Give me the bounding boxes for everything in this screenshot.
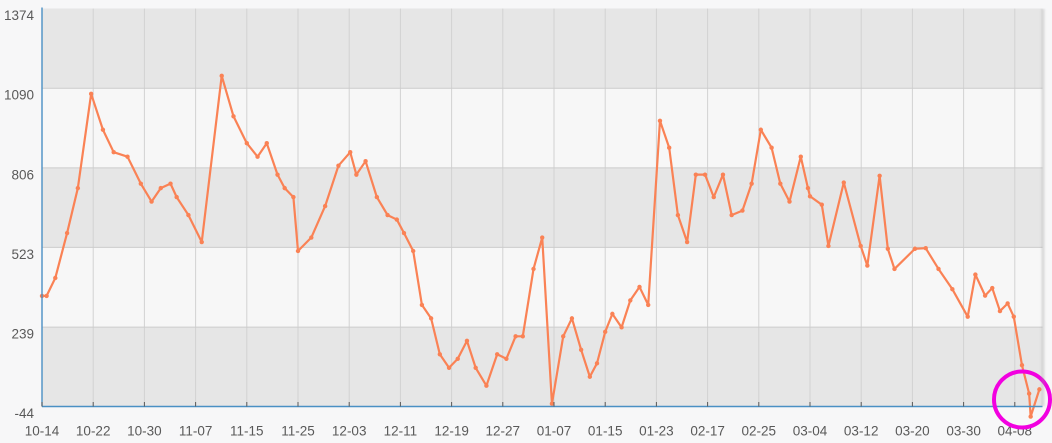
svg-text:1090: 1090 [4,88,34,103]
svg-text:11-15: 11-15 [230,424,264,439]
svg-text:12-19: 12-19 [434,424,469,439]
svg-text:12-11: 12-11 [384,424,418,439]
svg-text:10-22: 10-22 [76,424,111,439]
svg-text:01-07: 01-07 [537,424,572,439]
svg-text:03-20: 03-20 [895,424,930,439]
svg-text:-44: -44 [14,406,34,421]
svg-text:1374: 1374 [4,8,35,23]
svg-text:239: 239 [11,327,34,342]
svg-text:11-25: 11-25 [281,424,315,439]
svg-text:02-17: 02-17 [690,424,725,439]
svg-text:10-14: 10-14 [25,424,60,439]
svg-text:11-07: 11-07 [179,424,213,439]
svg-text:03-12: 03-12 [844,424,879,439]
svg-text:02-25: 02-25 [742,424,777,439]
svg-text:523: 523 [11,247,34,262]
svg-text:12-27: 12-27 [486,424,521,439]
svg-text:03-04: 03-04 [793,424,828,439]
svg-text:01-15: 01-15 [588,424,623,439]
svg-text:03-30: 03-30 [946,424,981,439]
svg-text:12-03: 12-03 [332,424,367,439]
svg-text:01-23: 01-23 [639,424,674,439]
svg-text:10-30: 10-30 [127,424,162,439]
svg-text:806: 806 [11,167,34,182]
